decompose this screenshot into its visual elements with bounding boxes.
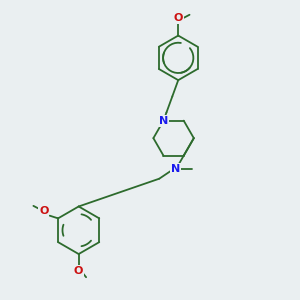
Text: N: N <box>159 116 168 126</box>
Text: N: N <box>171 164 181 174</box>
Text: O: O <box>39 206 49 216</box>
Text: O: O <box>173 13 183 23</box>
Text: O: O <box>74 266 83 276</box>
